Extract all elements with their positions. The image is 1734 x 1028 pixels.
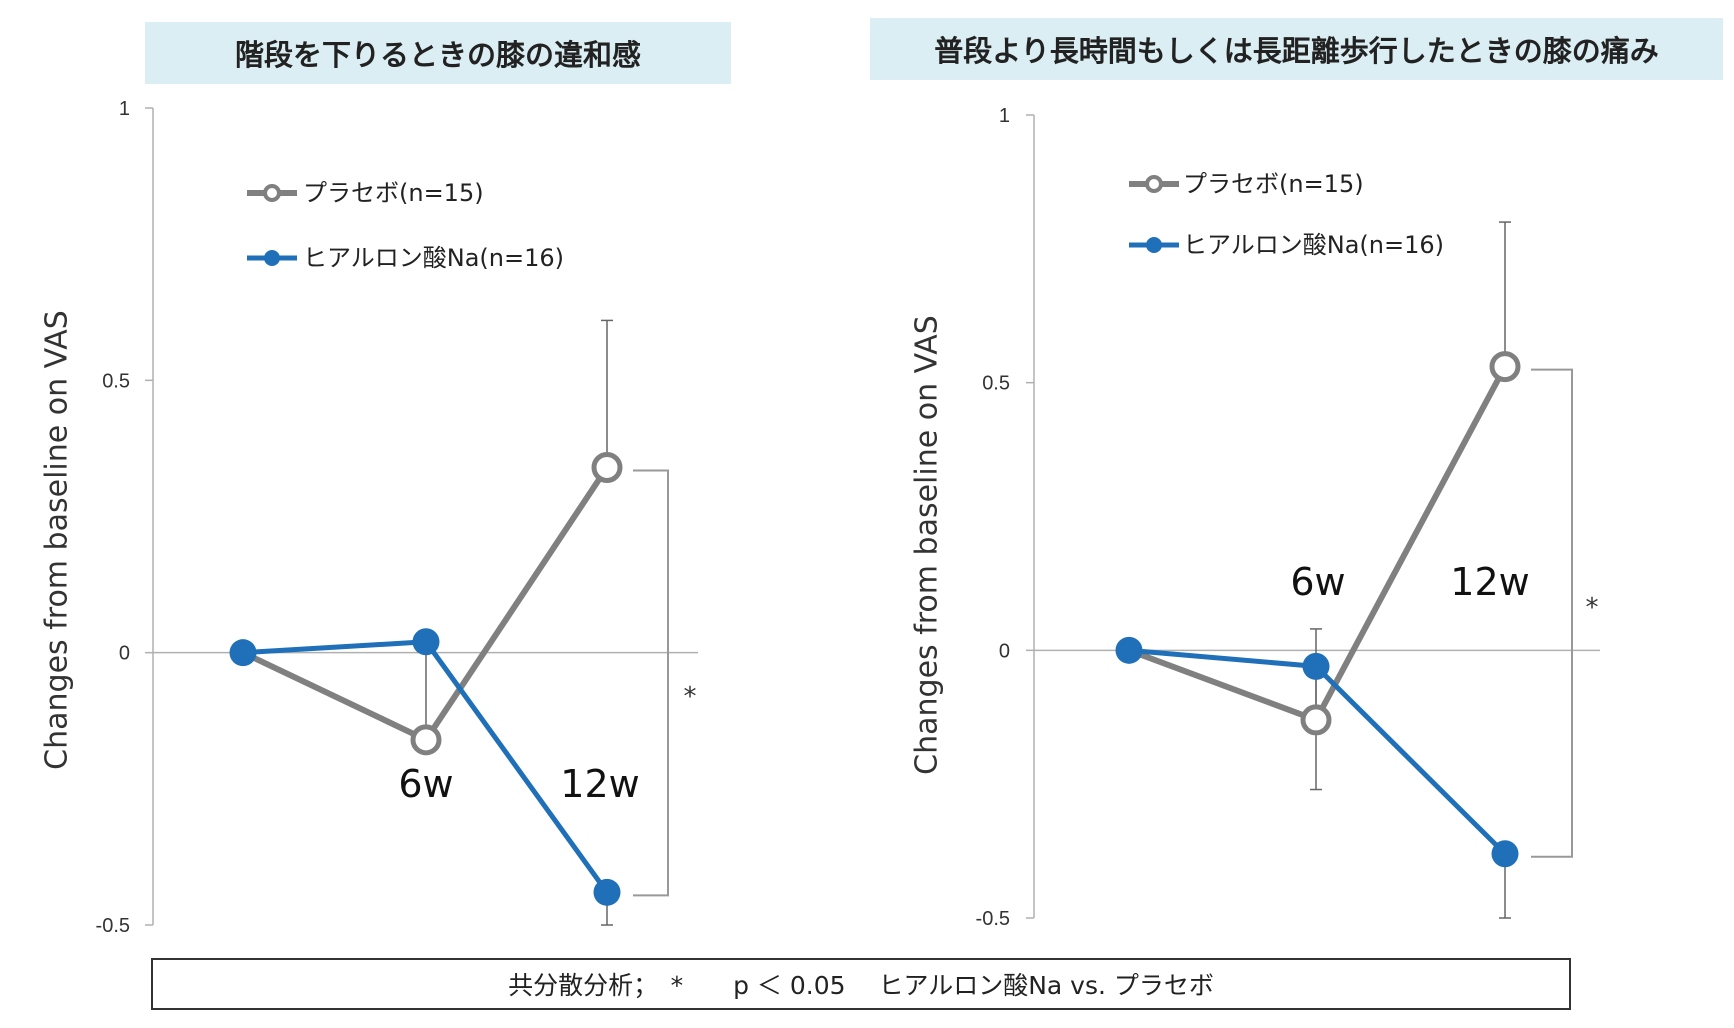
chart1-y-axis-label: Changes from baseline on VAS bbox=[40, 310, 75, 770]
chart1-x-label-12w: 12w bbox=[560, 762, 639, 806]
chart-title-stairs: 階段を下りるときの膝の違和感 bbox=[145, 22, 731, 84]
chart1-legend-placebo-marker bbox=[263, 184, 281, 202]
chart1-y-tick-label: -0.5 bbox=[96, 915, 130, 937]
chart2-legend-placebo-label: プラセボ(n=15) bbox=[1183, 170, 1364, 198]
chart1-significance-star: * bbox=[684, 682, 697, 712]
chart1-hyaluronate-point bbox=[412, 628, 440, 656]
chart1-placebo-point bbox=[591, 451, 623, 483]
chart1-x-label-6w: 6w bbox=[398, 762, 453, 806]
chart2-hyaluronate-point bbox=[1491, 840, 1519, 868]
chart2-legend-hyaluronate-label: ヒアルロン酸Na(n=16) bbox=[1183, 231, 1444, 259]
chart2-legend-placebo-marker bbox=[1145, 175, 1163, 193]
chart1-placebo-point bbox=[410, 724, 442, 756]
chart1-y-tick-label: 1 bbox=[119, 98, 130, 120]
chart2-x-label-6w: 6w bbox=[1290, 560, 1345, 604]
chart2-hyaluronate-line bbox=[1128, 647, 1507, 856]
chart1-hyaluronate-point bbox=[593, 878, 621, 906]
chart-title-walking: 普段より長時間もしくは長距離歩行したときの膝の痛み bbox=[870, 18, 1723, 80]
chart2-significance-star: * bbox=[1586, 593, 1599, 623]
chart1-significance-bracket bbox=[633, 469, 669, 897]
chart2-y-axis-label: Changes from baseline on VAS bbox=[910, 315, 945, 775]
chart1-legend-hyaluronate-marker bbox=[264, 250, 280, 266]
chart1-y-tick-label: 0 bbox=[119, 643, 130, 665]
chart2-hyaluronate-point bbox=[1302, 652, 1330, 680]
chart2-y-tick-label: 0 bbox=[999, 640, 1010, 662]
chart2-placebo-point bbox=[1300, 704, 1332, 736]
chart1-hyaluronate-point bbox=[229, 639, 257, 667]
chart2-legend-hyaluronate-marker bbox=[1146, 237, 1162, 253]
chart2-hyaluronate-point bbox=[1115, 636, 1143, 664]
chart1-legend-placebo-label: プラセボ(n=15) bbox=[303, 179, 484, 207]
chart1-legend-hyaluronate-label: ヒアルロン酸Na(n=16) bbox=[303, 244, 564, 272]
chart2-y-tick-label: 0.5 bbox=[982, 373, 1010, 395]
chart2-y-tick-label: -0.5 bbox=[976, 908, 1010, 930]
chart2-significance-bracket bbox=[1531, 368, 1573, 858]
chart1-placebo-line bbox=[241, 465, 610, 743]
chart2-x-label-12w: 12w bbox=[1450, 560, 1529, 604]
chart2-placebo-point bbox=[1489, 351, 1521, 383]
chart1-y-tick-label: 0.5 bbox=[102, 370, 130, 392]
chart2-y-tick-label: 1 bbox=[999, 105, 1010, 127]
footnote-box: 共分散分析； * p ＜ 0.05 ヒアルロン酸Na vs. プラセボ bbox=[151, 958, 1571, 1010]
